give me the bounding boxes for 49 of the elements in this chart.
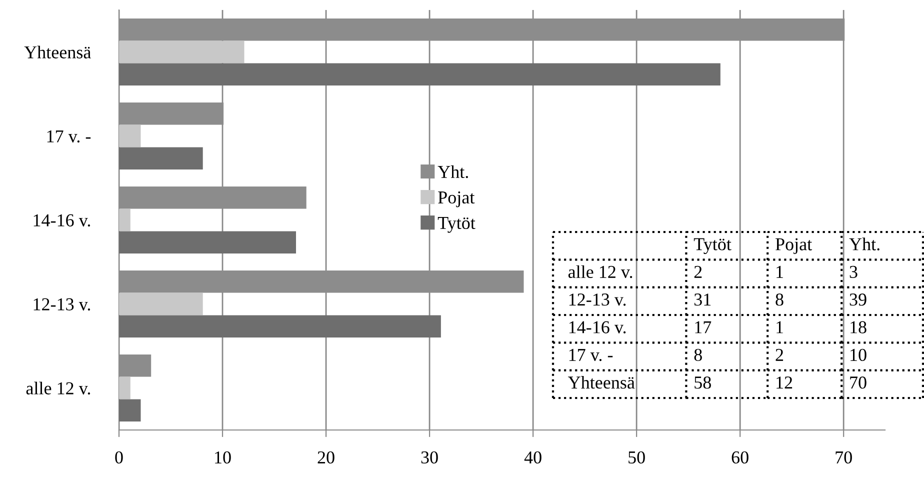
category-label: Yhteensä	[568, 376, 635, 389]
data-label: 2	[776, 348, 784, 361]
legend-label: Yht.	[438, 165, 468, 178]
data-label: 39	[850, 294, 866, 306]
bar	[119, 292, 203, 316]
data-label: 10	[850, 348, 866, 362]
data-label: 2	[694, 266, 702, 278]
y-tick-label: 14-16 v.	[34, 214, 90, 227]
bar	[119, 376, 130, 400]
x-tick-label: 20	[318, 451, 334, 464]
x-tick-label: 70	[836, 451, 852, 464]
data-label: 1	[776, 266, 783, 278]
legend-label: Tytöt	[694, 238, 732, 254]
data-label: 3	[850, 266, 858, 278]
x-tick-label: 30	[421, 451, 438, 464]
legend-label: Tytöt	[438, 217, 476, 233]
legend-label: Yht.	[849, 238, 880, 250]
data-label: 58	[694, 376, 711, 389]
x-tick-label: 60	[732, 451, 748, 464]
data-label: 70	[850, 376, 866, 389]
bar	[119, 147, 203, 170]
category-label: 17 v. -	[569, 348, 613, 362]
bar	[119, 63, 720, 86]
legend-label: Pojat	[776, 238, 812, 254]
x-tick-label: 50	[628, 451, 645, 464]
legend-label: Pojat	[438, 191, 475, 208]
data-label: 12	[776, 376, 792, 389]
bar	[119, 124, 141, 148]
category-label: 12-13 v.	[569, 294, 626, 306]
data-label: 8	[776, 294, 784, 306]
bar	[119, 208, 130, 232]
x-tick-label: 0	[115, 451, 123, 464]
data-label: 17	[695, 321, 712, 334]
bar	[119, 399, 141, 422]
bar	[119, 315, 441, 338]
bar	[119, 231, 296, 254]
bar	[119, 40, 244, 64]
data-label: 18	[850, 321, 866, 334]
category-label: 14-16 v.	[569, 321, 626, 334]
data-label: 31	[694, 294, 711, 306]
x-tick-label: 40	[524, 451, 542, 464]
y-tick-label: alle 12 v.	[26, 382, 90, 395]
category-label: alle 12 v.	[568, 265, 632, 278]
y-tick-label: Yhteensä	[24, 46, 91, 58]
x-tick-label: 10	[215, 451, 231, 464]
data-label: 1	[776, 321, 783, 334]
y-tick-label: 17 v. -	[47, 130, 91, 143]
data-label: 8	[694, 348, 702, 362]
y-tick-label: 12-13 v.	[34, 298, 90, 311]
